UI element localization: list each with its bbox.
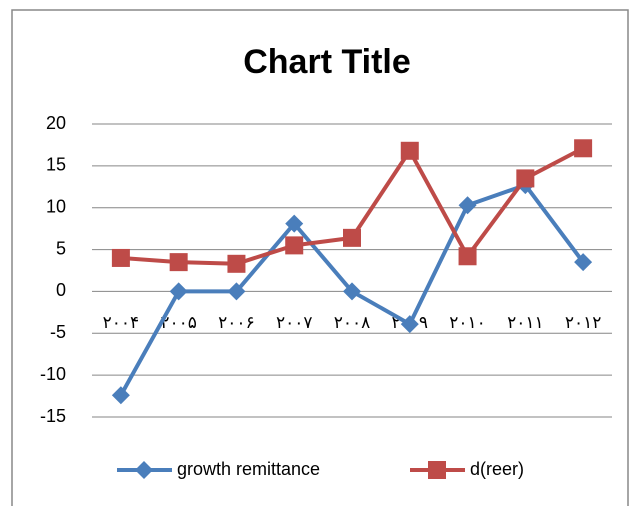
data-point	[111, 386, 130, 405]
y-tick-label: 0	[56, 280, 66, 300]
x-tick-label: ۲۰۱۲	[565, 313, 602, 332]
data-point	[400, 315, 419, 334]
data-point	[400, 141, 419, 160]
data-point	[343, 282, 361, 301]
data-point	[458, 196, 477, 215]
y-tick-label: -15	[40, 406, 66, 426]
data-point	[169, 282, 188, 301]
data-point	[285, 236, 304, 255]
data-point	[516, 169, 535, 188]
y-tick-label: 5	[56, 238, 66, 258]
data-point	[574, 253, 593, 272]
data-point	[343, 228, 361, 247]
y-tick-label: -5	[50, 322, 66, 342]
data-point	[227, 282, 246, 301]
data-point	[111, 248, 130, 267]
x-tick-label: ۲۰۰۷	[276, 313, 313, 332]
data-point	[574, 139, 593, 158]
data-point	[227, 254, 246, 273]
y-tick-label: 10	[46, 196, 66, 216]
y-tick-label: -10	[40, 364, 66, 384]
legend-marker	[135, 461, 153, 479]
legend-label: d(reer)	[470, 459, 524, 479]
data-point	[285, 214, 304, 233]
x-tick-label: ۲۰۱۰	[449, 313, 486, 332]
legend-marker	[428, 461, 446, 479]
x-tick-label: ۲۰۰۸	[334, 313, 371, 332]
data-point	[458, 247, 477, 266]
x-tick-label: ۲۰۰۵	[160, 313, 197, 332]
y-tick-label: 15	[46, 155, 66, 175]
x-tick-label: ۲۰۱۱	[507, 313, 544, 332]
chart-title: Chart Title	[243, 43, 411, 81]
y-tick-label: 20	[46, 113, 66, 133]
chart-frame	[11, 9, 629, 511]
data-point	[169, 253, 188, 272]
x-tick-label: ۲۰۰۶	[218, 313, 255, 332]
x-tick-label: ۲۰۰۴	[103, 313, 140, 332]
legend-label: growth remittance	[177, 459, 320, 479]
